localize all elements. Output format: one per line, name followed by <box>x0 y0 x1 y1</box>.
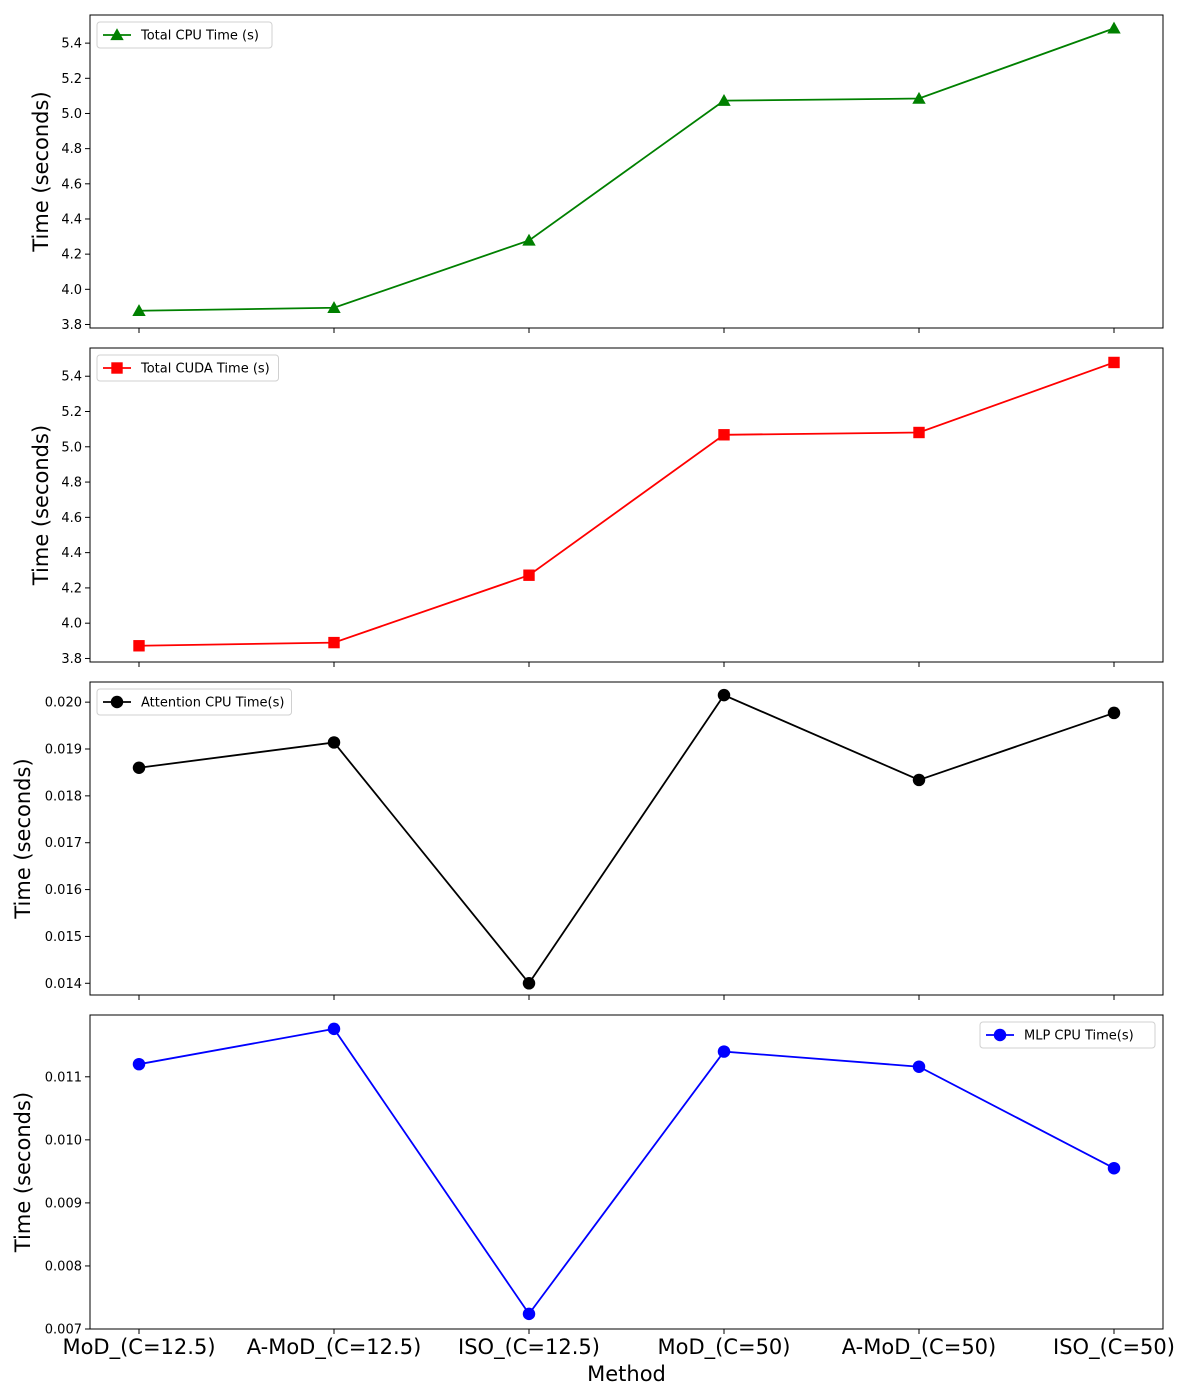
chart-panel-4: 0.007 0.008 0.009 0.010 0.011 MoD_(C=12.5) A-M… <box>11 1014 1175 1386</box>
y-tick-label: 4.0 <box>61 617 82 632</box>
y-tick-label: 5.2 <box>61 405 82 420</box>
x-tick-label: A-MoD_(C=50) <box>842 1335 997 1360</box>
data-point <box>132 1057 146 1071</box>
x-axis-label: Method <box>587 1362 666 1386</box>
legend-box <box>96 354 279 382</box>
data-point <box>132 304 146 316</box>
y-tick-label: 4.4 <box>61 546 82 561</box>
data-point <box>1107 706 1121 720</box>
y-tick-label: 4.2 <box>61 248 82 263</box>
y-axis-label: Time (seconds) <box>11 758 35 919</box>
y-axis-label: Time (seconds) <box>29 425 53 586</box>
data-point <box>717 93 731 106</box>
legend: Attention CPU Time(s) <box>96 688 292 716</box>
axes-frame <box>89 1014 1164 1330</box>
series-line <box>138 1027 1115 1316</box>
data-point <box>522 1307 536 1321</box>
data-point <box>717 1045 731 1058</box>
data-point <box>912 1060 926 1073</box>
x-tick-label: MoD_(C=50) <box>657 1335 790 1360</box>
y-tick-label: 0.011 <box>45 1070 82 1085</box>
data-point <box>1108 356 1120 369</box>
chart-panel-1: 3.8 4.0 4.2 4.4 4.6 4.8 5.0 5.2 5.4 Time (seconds… <box>29 14 1164 333</box>
y-axis-label: Time (seconds) <box>29 91 53 252</box>
data-point <box>717 688 731 702</box>
data-point <box>328 636 340 649</box>
x-tick-label: MoD_(C=12.5) <box>62 1335 215 1360</box>
legend-box <box>96 21 273 49</box>
legend-label: MLP CPU Time(s) <box>1024 1029 1134 1044</box>
y-tick-label: 5.4 <box>61 37 82 52</box>
y-tick-label: 0.017 <box>45 836 82 851</box>
series-line <box>138 693 1115 985</box>
data-point <box>522 233 536 246</box>
legend-label: Total CPU Time (s) <box>140 29 259 44</box>
legend-marker <box>110 28 124 41</box>
legend-label: Attention CPU Time(s) <box>141 696 284 711</box>
y-tick-label: 5.0 <box>61 440 82 455</box>
data-point <box>912 773 926 787</box>
y-tick-label: 4.0 <box>61 283 82 298</box>
axes-frame <box>89 681 1164 996</box>
data-point <box>522 977 536 990</box>
y-tick-label: 0.019 <box>45 743 82 758</box>
y-tick-label: 5.0 <box>61 107 82 122</box>
y-tick-label: 0.010 <box>45 1133 82 1148</box>
y-axis-label: Time (seconds) <box>11 1092 35 1253</box>
y-tick-label: 4.8 <box>61 476 82 491</box>
data-point <box>132 761 146 774</box>
axes-frame <box>89 14 1164 329</box>
legend-box <box>96 688 292 716</box>
y-tick-label: 4.2 <box>61 581 82 596</box>
y-tick-label: 0.018 <box>45 789 82 804</box>
y-tick-label: 5.4 <box>61 370 82 385</box>
y-tick-label: 0.014 <box>45 977 82 992</box>
legend: MLP CPU Time(s) <box>979 1021 1156 1049</box>
legend-label: Total CUDA Time (s) <box>140 362 270 377</box>
y-tick-label: 0.007 <box>45 1323 82 1338</box>
data-point <box>913 426 925 439</box>
data-point <box>523 569 535 581</box>
data-point <box>327 301 341 313</box>
x-tick-label: A-MoD_(C=12.5) <box>247 1335 422 1360</box>
data-point <box>327 1022 341 1036</box>
legend-marker <box>993 1028 1007 1042</box>
y-tick-label: 4.4 <box>61 212 82 227</box>
axes-frame <box>89 347 1164 663</box>
x-tick-label: ISO_(C=12.5) <box>458 1335 600 1360</box>
y-tick-label: 0.008 <box>45 1259 82 1274</box>
y-tick-label: 0.009 <box>45 1196 82 1211</box>
legend: Total CUDA Time (s) <box>96 354 279 382</box>
chart-panel-2: 3.8 4.0 4.2 4.4 4.6 4.8 5.0 5.2 5.4 Time (seconds… <box>29 347 1164 667</box>
y-tick-label: 4.8 <box>61 142 82 157</box>
data-point <box>1107 21 1121 34</box>
y-tick-label: 4.6 <box>61 177 82 192</box>
legend-marker <box>110 695 124 709</box>
data-point <box>718 429 730 441</box>
data-point <box>327 736 341 749</box>
y-tick-label: 0.016 <box>45 883 82 898</box>
legend-marker <box>111 362 123 374</box>
data-point <box>133 640 145 652</box>
series-line <box>138 361 1115 647</box>
y-tick-label: 3.8 <box>61 652 82 667</box>
chart-panel-3: 0.014 0.015 0.016 0.017 0.018 0.019 0.020 Time … <box>11 681 1164 1000</box>
legend-box <box>979 1021 1156 1049</box>
y-tick-label: 3.8 <box>61 318 82 333</box>
y-tick-label: 5.2 <box>61 72 82 87</box>
legend: Total CPU Time (s) <box>96 21 273 49</box>
x-tick-label: ISO_(C=50) <box>1053 1335 1175 1360</box>
y-tick-label: 0.015 <box>45 930 82 945</box>
y-tick-label: 0.020 <box>45 696 82 711</box>
data-point <box>912 91 926 104</box>
data-point <box>1107 1161 1121 1175</box>
series-line <box>138 27 1115 312</box>
y-tick-label: 4.6 <box>61 511 82 526</box>
